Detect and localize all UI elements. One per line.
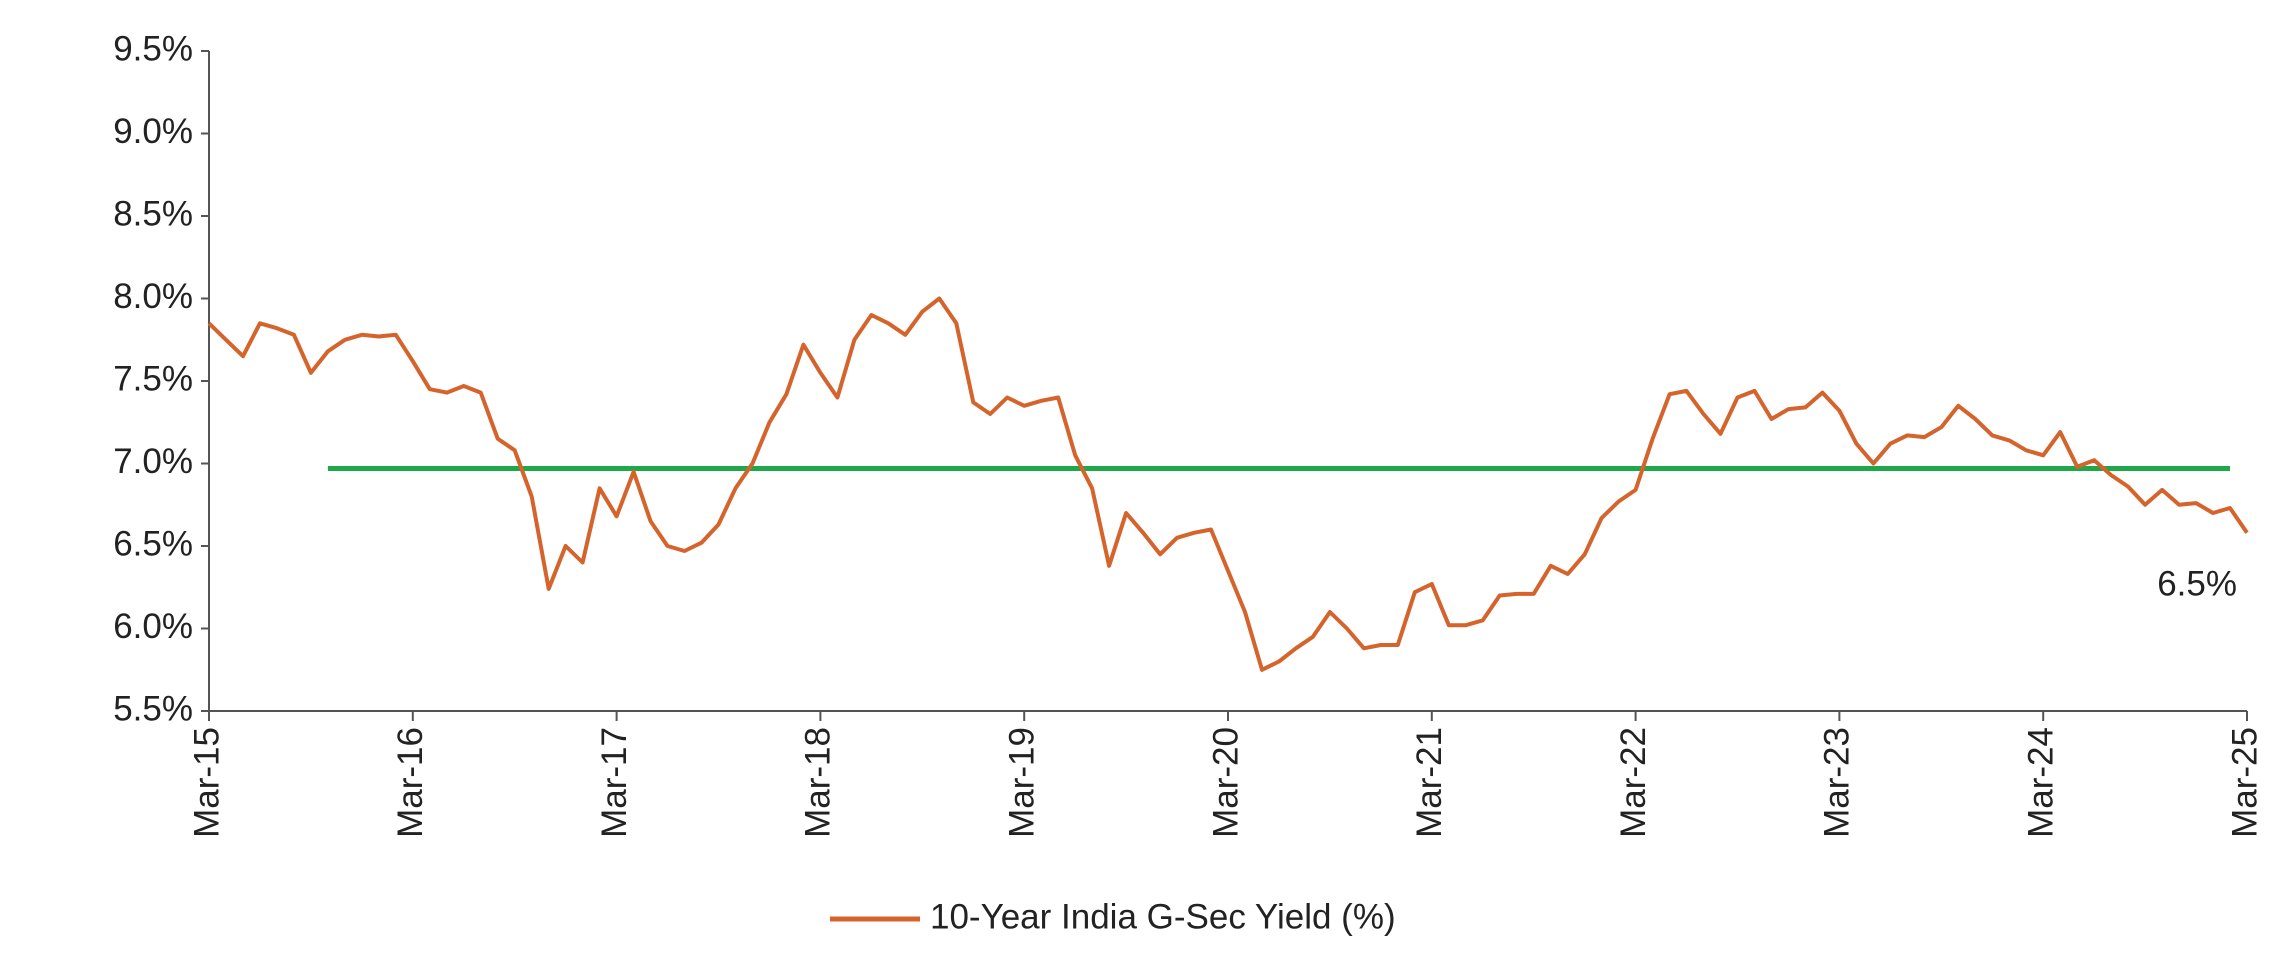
series-line (207, 296, 2249, 672)
x-tick-label: Mar-17 (595, 727, 634, 838)
x-tick-label: Mar-21 (1410, 727, 1449, 838)
y-tick-label: 8.5% (113, 194, 193, 233)
x-tick-label: Mar-15 (187, 727, 226, 838)
y-tick-label: 9.0% (113, 112, 193, 151)
x-tick-label: Mar-16 (391, 727, 430, 838)
legend-label: 10-Year India G-Sec Yield (%) (930, 897, 1396, 936)
x-tick-label: Mar-19 (1002, 727, 1041, 838)
x-tick-label: Mar-23 (1818, 727, 1857, 838)
x-tick-label: Mar-25 (2225, 727, 2264, 838)
y-tick-label: 8.0% (113, 277, 193, 316)
y-tick-label: 9.5% (113, 29, 193, 68)
y-tick-label: 7.0% (113, 442, 193, 481)
y-tick-label: 7.5% (113, 359, 193, 398)
y-tick-label: 6.0% (113, 607, 193, 646)
y-tick-label: 6.5% (113, 524, 193, 563)
y-tick-label: 5.5% (113, 689, 193, 728)
x-tick-label: Mar-18 (799, 727, 838, 838)
annotation: 6.5% (2157, 564, 2237, 603)
x-tick-label: Mar-22 (1614, 727, 1653, 838)
x-tick-label: Mar-20 (1206, 727, 1245, 838)
x-tick-label: Mar-24 (2021, 727, 2060, 838)
